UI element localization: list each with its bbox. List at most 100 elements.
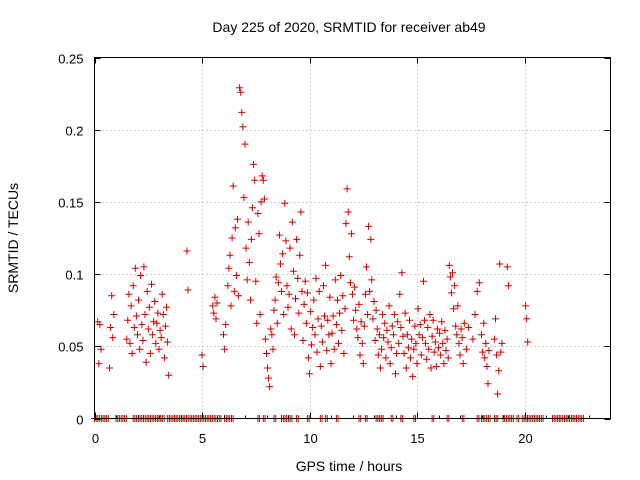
y-tick-label: 0.15 — [58, 196, 83, 211]
data-point — [269, 345, 277, 353]
data-point — [383, 326, 391, 334]
data-point — [361, 290, 369, 298]
data-point — [459, 360, 467, 368]
data-point — [110, 311, 118, 318]
data-point — [475, 279, 483, 287]
data-point — [431, 338, 439, 346]
data-point — [444, 354, 452, 362]
data-point — [254, 210, 262, 217]
data-point — [235, 292, 243, 300]
data-point — [107, 324, 115, 331]
data-point — [345, 253, 353, 261]
data-point — [124, 316, 132, 324]
data-point — [387, 344, 395, 352]
data-point — [247, 235, 255, 243]
data-point — [285, 290, 293, 298]
data-point — [373, 325, 381, 333]
data-point — [496, 260, 504, 268]
data-point — [225, 264, 233, 272]
data-point — [199, 363, 207, 370]
data-point — [428, 332, 436, 340]
data-point — [407, 354, 414, 362]
data-point — [129, 282, 137, 290]
data-point — [314, 315, 322, 323]
data-point — [224, 282, 232, 290]
data-point — [243, 276, 251, 284]
data-point — [379, 311, 387, 318]
data-point — [335, 339, 342, 347]
data-point — [415, 331, 423, 339]
data-point — [388, 322, 396, 330]
x-tick-label: 5 — [199, 431, 206, 446]
data-point — [143, 287, 151, 295]
data-point — [300, 300, 308, 308]
data-point — [343, 185, 351, 193]
data-point — [325, 331, 333, 339]
data-point — [399, 332, 407, 340]
data-point — [418, 334, 426, 342]
y-axis-label: SRMTID / TECUs — [5, 183, 21, 293]
data-point — [95, 360, 103, 368]
data-point — [331, 276, 339, 284]
data-point — [263, 350, 270, 357]
data-point — [441, 326, 449, 334]
data-point — [389, 331, 397, 339]
data-point — [232, 272, 240, 279]
data-point — [394, 318, 402, 326]
data-point — [465, 324, 473, 331]
data-point — [229, 182, 237, 190]
data-point — [322, 261, 330, 269]
data-point — [277, 260, 284, 268]
data-point — [321, 312, 328, 320]
data-point — [131, 264, 139, 272]
y-tick-label: 0 — [76, 413, 83, 428]
data-point — [366, 287, 374, 295]
data-point — [106, 364, 113, 372]
data-point — [522, 302, 530, 310]
data-point — [140, 263, 148, 271]
data-point — [138, 321, 146, 329]
data-point — [274, 279, 282, 287]
data-point — [493, 351, 501, 359]
data-point — [134, 331, 141, 339]
data-point — [432, 363, 440, 370]
data-point — [336, 309, 344, 317]
data-point — [249, 204, 256, 212]
x-tick-label: 20 — [518, 431, 532, 446]
data-point — [137, 272, 145, 279]
data-point — [220, 331, 227, 339]
data-point — [257, 198, 265, 206]
data-point — [344, 208, 352, 216]
data-point — [471, 311, 479, 318]
data-point — [184, 286, 192, 294]
data-point — [258, 172, 266, 180]
data-point — [363, 263, 370, 271]
y-tick-label: 0.1 — [65, 268, 83, 283]
data-point — [286, 244, 294, 252]
data-point — [96, 321, 104, 329]
data-point — [270, 306, 278, 314]
data-point — [498, 339, 506, 347]
data-point — [320, 282, 327, 290]
data-point — [376, 364, 384, 372]
data-point — [457, 325, 465, 333]
data-point — [97, 345, 105, 353]
data-point — [291, 331, 298, 339]
data-point — [402, 364, 410, 372]
data-point — [149, 331, 157, 339]
data-point — [132, 312, 140, 320]
data-point — [417, 351, 425, 359]
data-point — [123, 335, 131, 343]
data-point — [456, 351, 464, 359]
data-point — [393, 350, 401, 357]
data-point — [288, 218, 296, 226]
data-point — [136, 345, 144, 353]
data-point — [287, 325, 295, 333]
data-point — [299, 337, 307, 344]
data-point — [298, 287, 306, 295]
data-point — [261, 335, 269, 343]
data-point — [390, 311, 398, 318]
data-point — [292, 295, 299, 303]
data-point — [355, 300, 363, 308]
data-point — [372, 306, 380, 314]
